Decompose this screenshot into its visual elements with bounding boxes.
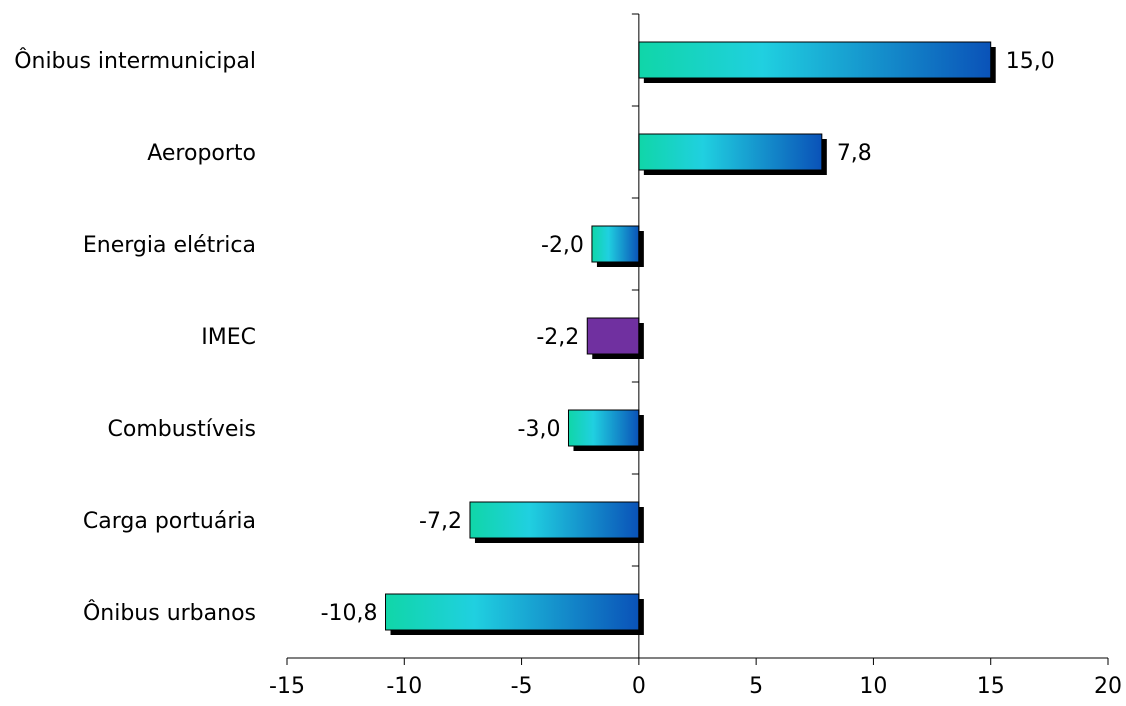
category-labels: Ônibus intermunicipal Aeroporto Energia el… [14, 48, 256, 626]
category-label: Ônibus intermunicipal [14, 48, 256, 74]
bar [469, 501, 640, 539]
x-tick-label: 20 [1094, 674, 1122, 699]
value-labels: 15,0 7,8 -2,0 -2,2 -3,0 -7,2 -10,8 [321, 49, 1055, 626]
category-label: Energia elétrica [83, 233, 256, 258]
category-label: Ônibus urbanos [83, 600, 256, 626]
value-label: 7,8 [837, 141, 872, 166]
bar [567, 409, 640, 447]
bar [638, 133, 823, 171]
x-tick-label: 5 [749, 674, 763, 699]
bar [591, 225, 640, 263]
x-tick-label: 0 [632, 674, 646, 699]
category-label: Carga portuária [83, 509, 256, 534]
x-tick-label: -5 [511, 674, 533, 699]
bar [385, 593, 640, 631]
value-label: -2,0 [541, 233, 584, 258]
x-tick-label: 10 [859, 674, 887, 699]
value-label: -7,2 [419, 509, 462, 534]
x-tick-label: -15 [269, 674, 305, 699]
bar [638, 41, 992, 79]
axes [286, 13, 1109, 665]
x-tick-label: -10 [386, 674, 422, 699]
category-label: IMEC [201, 325, 256, 350]
x-tick-label: 15 [977, 674, 1005, 699]
value-label: -2,2 [536, 325, 579, 350]
value-label: -3,0 [518, 417, 561, 442]
category-label: Aeroporto [147, 141, 256, 166]
value-label: -10,8 [321, 601, 378, 626]
category-label: Combustíveis [108, 417, 257, 442]
value-label: 15,0 [1006, 49, 1055, 74]
x-tick-labels: -15 -10 -5 0 5 10 15 20 [269, 674, 1122, 699]
bars [385, 41, 992, 631]
bar [586, 317, 640, 355]
